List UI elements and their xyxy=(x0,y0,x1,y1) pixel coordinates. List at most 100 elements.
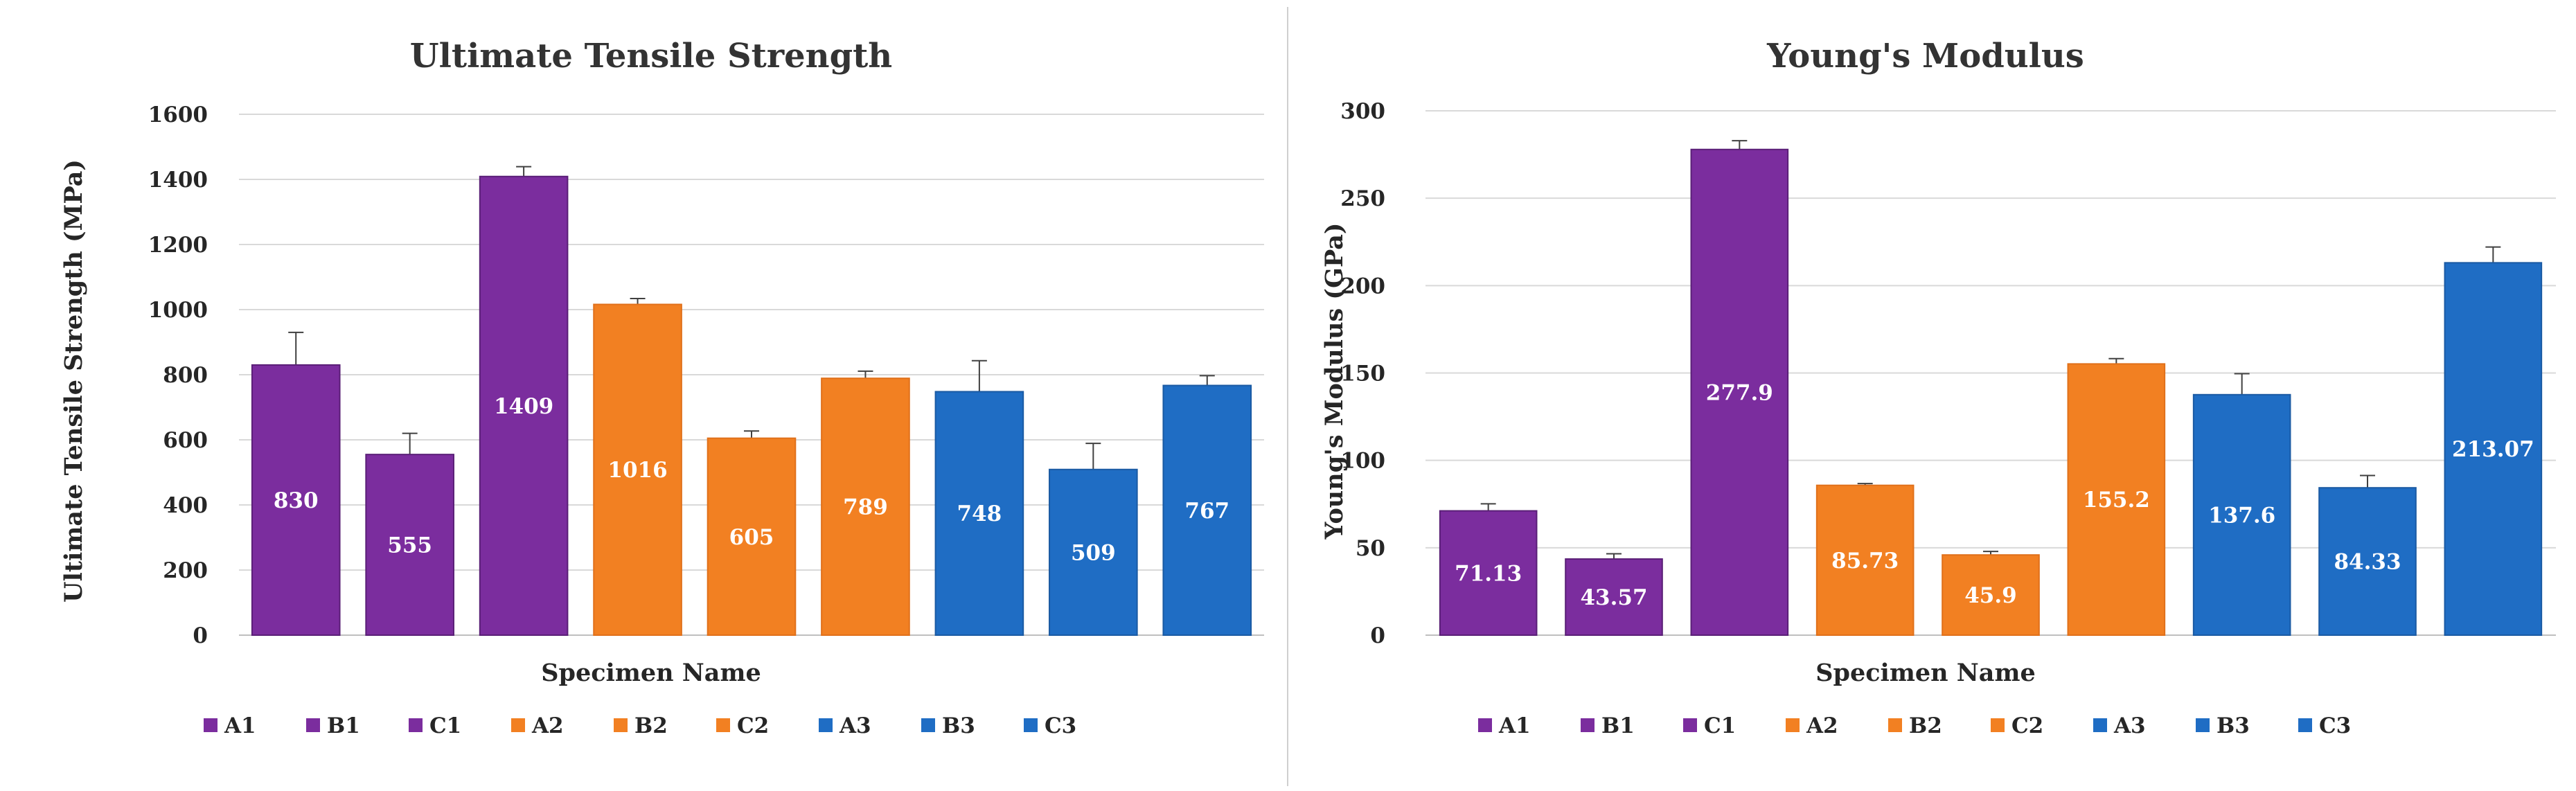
y-axis-label: Young's Modulus (GPa) xyxy=(1320,223,1349,540)
legend-swatch xyxy=(409,718,423,732)
legend-label: C2 xyxy=(737,713,769,738)
legend-swatch xyxy=(204,718,217,732)
chart-title: Ultimate Tensile Strength xyxy=(410,37,892,75)
bar-b2 xyxy=(707,437,797,637)
legend-item-c2: C2 xyxy=(716,713,769,738)
data-label-a2: 1016 xyxy=(607,458,667,483)
bar-a1 xyxy=(1439,510,1538,637)
legend-swatch xyxy=(1683,718,1697,732)
youngs-modulus-chart-panel: Young's Modulus Specimen Name Young's Mo… xyxy=(1288,0,2576,791)
bars xyxy=(1439,148,2543,637)
bar-c3 xyxy=(1162,384,1252,636)
y-axis-ticks: 0 200 400 600 800 1000 1200 1400 1600 xyxy=(148,103,208,648)
legend-swatch xyxy=(1888,718,1902,732)
uts-chart: Ultimate Tensile Strength Specimen Name … xyxy=(60,37,1264,738)
legend-swatch xyxy=(1786,718,1800,732)
y-tick-label: 0 xyxy=(1370,623,1385,648)
y-tick-label: 200 xyxy=(1340,274,1385,299)
legend-item-c1: C1 xyxy=(409,713,461,738)
legend-item-a2: A2 xyxy=(1786,713,1838,738)
legend-item-b3: B3 xyxy=(2196,713,2250,738)
data-label-b2: 605 xyxy=(729,525,774,550)
bar-a1 xyxy=(251,364,341,637)
legend-label: C3 xyxy=(1045,713,1076,738)
legend-label: A2 xyxy=(531,713,564,738)
data-label-c2: 155.2 xyxy=(2083,488,2150,513)
legend-label: C1 xyxy=(1704,713,1736,738)
data-label-c3: 767 xyxy=(1184,499,1229,524)
y-tick-label: 200 xyxy=(163,558,208,583)
legend-swatch xyxy=(614,718,628,732)
legend-swatch xyxy=(1991,718,2005,732)
y-tick-label: 50 xyxy=(1356,536,1385,561)
legend-label: B1 xyxy=(1601,713,1635,738)
legend-label: C2 xyxy=(2011,713,2043,738)
legend-item-c3: C3 xyxy=(2298,713,2351,738)
legend-label: A1 xyxy=(1498,713,1531,738)
legend-item-b3: B3 xyxy=(921,713,975,738)
legend-swatch xyxy=(2196,718,2210,732)
bar-c1 xyxy=(479,175,569,636)
legend-item-c1: C1 xyxy=(1683,713,1736,738)
legend-item-b1: B1 xyxy=(306,713,360,738)
y-tick-label: 400 xyxy=(163,493,208,518)
data-labels: 71.13 43.57 277.9 85.73 45.9 155.2 137.6 84.33 2… xyxy=(1455,380,2534,610)
legend-item-a1: A1 xyxy=(204,713,256,738)
legend-item-b2: B2 xyxy=(1888,713,1942,738)
y-axis-label: Ultimate Tensile Strength (MPa) xyxy=(60,159,88,603)
legend-item-b1: B1 xyxy=(1581,713,1635,738)
chart-title: Young's Modulus xyxy=(1766,37,2084,75)
y-tick-label: 250 xyxy=(1340,186,1385,211)
legend-swatch xyxy=(716,718,730,732)
y-tick-label: 1200 xyxy=(148,233,208,258)
bar-b2 xyxy=(1942,554,2040,637)
legend-item-a3: A3 xyxy=(2093,713,2146,738)
bars xyxy=(251,175,1252,637)
y-tick-label: 600 xyxy=(163,428,208,453)
legend-swatch xyxy=(306,718,320,732)
legend-label: B2 xyxy=(1909,713,1942,738)
legend-label: A3 xyxy=(2113,713,2146,738)
data-label-b1: 43.57 xyxy=(1580,585,1647,610)
bar-a2 xyxy=(593,303,682,636)
data-labels: 830 555 1409 1016 605 789 748 509 767 xyxy=(274,394,1229,566)
legend-label: A2 xyxy=(1806,713,1838,738)
y-tick-label: 800 xyxy=(163,363,208,388)
bar-c2 xyxy=(821,377,910,636)
data-label-a1: 71.13 xyxy=(1455,561,1522,586)
legend-swatch xyxy=(1581,718,1595,732)
y-tick-label: 150 xyxy=(1340,362,1385,386)
legend-swatch xyxy=(2298,718,2312,732)
legend-swatch xyxy=(511,718,525,732)
legend-label: A3 xyxy=(839,713,871,738)
legend-label: C3 xyxy=(2319,713,2351,738)
data-label-c1: 1409 xyxy=(494,394,553,419)
x-axis-label: Specimen Name xyxy=(541,659,761,687)
data-label-a3: 137.6 xyxy=(2208,503,2275,528)
legend-swatch xyxy=(1024,718,1038,732)
y-tick-label: 0 xyxy=(193,623,208,648)
bar-b1 xyxy=(365,454,454,637)
bar-c1 xyxy=(1690,148,1789,636)
legend-label: B1 xyxy=(327,713,360,738)
youngs-modulus-chart: Young's Modulus Specimen Name Young's Mo… xyxy=(1320,37,2556,738)
legend-item-b2: B2 xyxy=(614,713,668,738)
data-label-b1: 555 xyxy=(387,533,432,558)
legend: A1 B1 C1 A2 B2 C2 A3 B3 C3 xyxy=(204,713,1076,738)
y-tick-label: 1000 xyxy=(148,298,208,323)
bar-c2 xyxy=(2067,363,2166,636)
bar-c3 xyxy=(2444,262,2543,636)
data-label-a2: 85.73 xyxy=(1831,549,1899,574)
legend-label: C1 xyxy=(429,713,461,738)
bar-b3 xyxy=(1049,468,1138,637)
legend-swatch xyxy=(1478,718,1492,732)
data-label-b3: 84.33 xyxy=(2334,550,2401,575)
legend-label: A1 xyxy=(224,713,256,738)
bar-b1 xyxy=(1565,558,1663,636)
bar-a2 xyxy=(1815,484,1915,636)
y-tick-label: 300 xyxy=(1340,99,1385,124)
legend-item-a3: A3 xyxy=(819,713,871,738)
data-label-b2: 45.9 xyxy=(1964,583,2017,608)
data-label-c1: 277.9 xyxy=(1706,380,1773,405)
uts-chart-panel: Ultimate Tensile Strength Specimen Name … xyxy=(60,37,1264,738)
